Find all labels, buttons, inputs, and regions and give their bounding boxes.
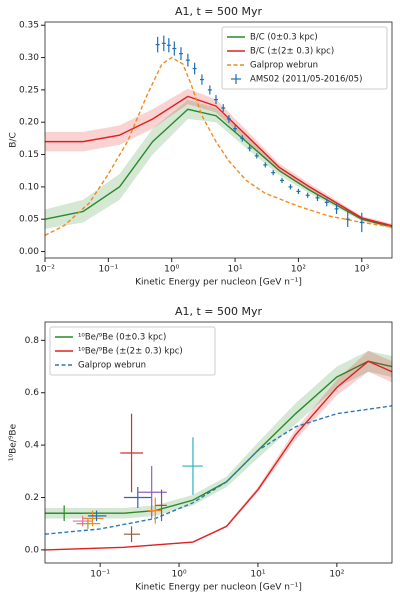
legend-label: B/C (±(2± 0.3) kpc) <box>250 47 334 57</box>
band <box>45 99 392 229</box>
x-tick-label: 10⁻¹ <box>90 570 110 580</box>
legend-label: ¹⁰Be/⁹Be (±(2± 0.3) kpc) <box>78 347 183 357</box>
x-tick-label: 10³ <box>354 265 369 275</box>
x-tick-label: 10⁻² <box>35 265 55 275</box>
legend-label: B/C (0±0.3 kpc) <box>250 33 318 43</box>
x-tick-label: 10⁻¹ <box>98 265 118 275</box>
y-tick-label: 0.6 <box>25 388 40 398</box>
y-tick-label: 0.0 <box>25 545 40 555</box>
x-tick-label: 10⁰ <box>172 570 187 580</box>
y-tick-label: 0.20 <box>19 118 39 128</box>
legend-box <box>221 26 388 90</box>
y-tick-label: 0.8 <box>25 336 40 346</box>
y-tick-label: 0.35 <box>19 21 39 31</box>
y-axis-label: B/C <box>9 132 19 148</box>
plot-frame <box>44 21 393 259</box>
y-tick-label: 0.15 <box>19 150 39 160</box>
x-tick-label: 10¹ <box>228 265 243 275</box>
y-tick-label: 0.4 <box>25 441 40 451</box>
y-tick-label: 0.2 <box>25 493 39 503</box>
y-tick-label: 0.25 <box>19 85 39 95</box>
legend-label: ¹⁰Be/⁹Be (0±0.3 kpc) <box>78 333 166 343</box>
y-tick-label: 0.10 <box>19 182 39 192</box>
y-tick-label: 0.05 <box>19 215 39 225</box>
series-line <box>45 95 392 227</box>
band <box>45 350 392 519</box>
x-tick-label: 10² <box>291 265 306 275</box>
x-tick-label: 10¹ <box>250 570 265 580</box>
series-line <box>45 56 392 236</box>
chart-title: A1, t = 500 Myr <box>175 5 263 18</box>
series-line <box>45 405 392 535</box>
legend-label: Galprop webrun <box>250 61 318 71</box>
legend-box <box>49 326 216 376</box>
y-axis-label: ¹⁰Be/⁹Be <box>9 423 19 461</box>
plot-frame <box>44 321 393 564</box>
x-axis-label: Kinetic Energy per nucleon [GeV n⁻¹] <box>135 583 302 593</box>
x-tick-label: 10² <box>329 570 344 580</box>
series-line <box>45 360 392 551</box>
y-tick-label: 0.30 <box>19 53 39 63</box>
y-tick-label: 0.00 <box>19 247 39 257</box>
x-tick-label: 10⁰ <box>164 265 179 275</box>
band <box>45 88 392 228</box>
x-axis-label: Kinetic Energy per nucleon [GeV n⁻¹] <box>135 278 302 288</box>
chart-title: A1, t = 500 Myr <box>175 305 263 318</box>
legend-label: Galprop webrun <box>78 361 146 371</box>
legend-label: AMS02 (2011/05-2016/05) <box>250 75 362 85</box>
